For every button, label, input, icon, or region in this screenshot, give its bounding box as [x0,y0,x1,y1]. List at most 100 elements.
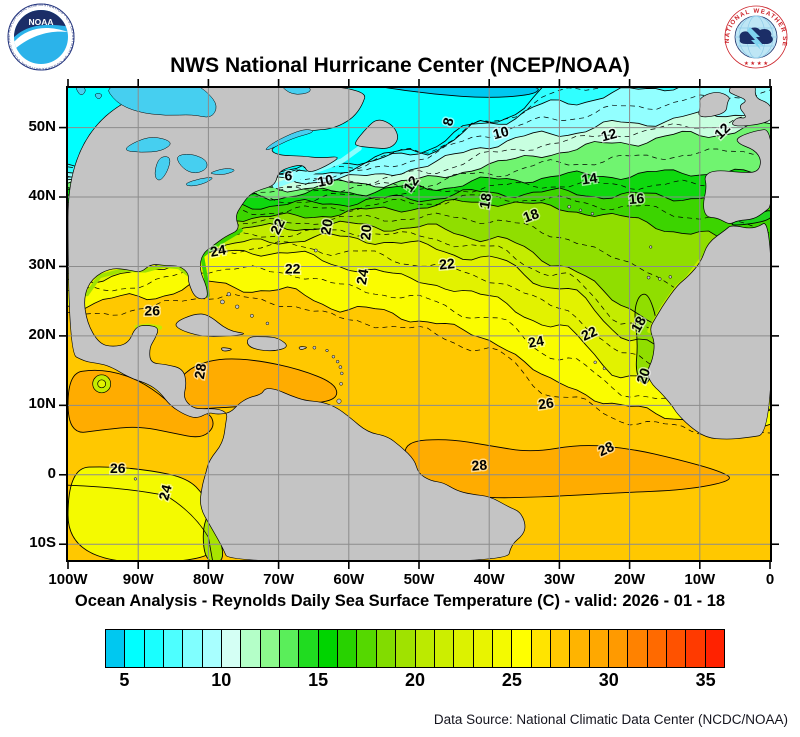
graticule [68,88,770,560]
x-tick-label: 60W [333,571,365,588]
lake-huron [177,154,208,174]
colorbar-cell [454,630,474,667]
island-dot [313,248,318,253]
contour-24-pacific [68,484,213,560]
y-tick-label: 0 [47,464,56,482]
x-tick-label: 0 [765,571,775,588]
landmass-americas [68,88,526,560]
coastal-cool-rim-gulf-shelf [85,263,191,297]
x-tick-label: 20W [614,571,646,588]
colorbar-cell [241,630,261,667]
colorbar-tick-label: 20 [404,670,426,690]
contour-label: 12 [599,125,618,145]
colorbar-tick-label: 15 [308,670,329,690]
y-tick-label: 50N [28,117,56,135]
island-dot [265,321,270,326]
noaa-seagull-icon [14,28,68,48]
contour-label: 18 [521,205,541,225]
coastal-cool-rim-ne-shelf [272,145,362,189]
contour-label: 26 [110,460,126,476]
colorbar-tick-label: 10 [211,670,232,690]
contour-label: 24 [527,332,545,350]
y-tick-label: 10S [29,534,56,552]
island-dot [338,365,343,369]
contour-label: 28 [191,362,209,380]
contour-label: 6 [285,168,293,184]
landmass-cuba [175,313,244,337]
colorbar-tick-label: 5 [119,670,130,690]
island-dot [602,366,606,371]
lake-st-lawrence [265,129,313,151]
lake-superior [126,137,171,153]
colorbar-cell [434,630,455,667]
colorbar-cell [531,630,551,667]
x-tick-label: 40W [473,571,505,588]
sst-region-arctic-coldest-4 [385,88,539,98]
lake-nw-lake-1 [75,88,86,96]
island-dot [668,275,672,279]
nws-stars: ★ ★ ★ ★ [744,60,768,67]
small-islands [133,204,672,481]
lake-erie [185,177,213,187]
warm-eddy-inner [97,379,107,389]
colorbar-cell [260,630,281,667]
noaa-logo: NATIONAL OCEANIC AND ATMOSPHERIC ADMINIS… [6,2,75,71]
colorbar-cell [589,630,609,667]
contour-label: 10 [316,171,335,190]
colorbar-cell [357,630,377,667]
island-dot [658,277,662,281]
colorbar-cell [164,630,184,667]
land-masses [68,88,770,560]
island-dot [226,292,231,297]
nws-logo: NATIONAL WEATHER SERVICE ★ ★ ★ ★ [720,3,788,69]
colorbar-cell [202,630,223,667]
landmass-puerto-rico [298,346,307,350]
colorbar-cell [512,630,532,667]
x-tick-label: 50W [403,571,435,588]
island-dot [335,359,340,364]
island-dot [567,204,571,209]
colorbar-cell [125,630,145,667]
colorbar-cell [570,630,590,667]
island-dot [235,304,240,309]
island-dot [593,360,597,364]
contour-label: 18 [476,192,494,210]
x-tick-label: 10W [684,571,716,588]
landmass-jamaica [221,347,232,352]
landmass-hispaniola [247,336,287,352]
contour-label: 10 [491,123,510,143]
contour-label: 16 [628,190,645,207]
lake-ontario [210,168,235,175]
contour-label: 24 [155,483,175,502]
page-title: NWS National Hurricane Center (NCEP/NOAA… [170,54,630,77]
temperature-colorbar [105,629,725,668]
y-tick-label: 20N [28,325,56,343]
island-dot [578,208,583,212]
lake-michigan [154,156,171,181]
colorbar-cell [396,630,416,667]
colorbar-cell [550,630,571,667]
lake-nw-lake-2 [94,93,102,99]
contour-label: 14 [581,169,599,187]
contour-label: 26 [144,302,160,318]
landmass-france-iberia [703,129,770,224]
island-dot [133,477,137,481]
x-tick-label: 70W [263,571,295,588]
colorbar-cell [299,630,319,667]
nws-lightning-icon [747,27,764,50]
landmass-great-britain [729,88,770,127]
island-dot [325,348,329,353]
island-dot [312,345,317,350]
colorbar-cell [183,630,203,667]
colorbar-cell [473,630,493,667]
island-dot [649,245,653,249]
x-tick-label: 80W [192,571,224,588]
colorbar-cell [705,630,724,667]
contour-label: 22 [285,261,301,277]
island-dot [220,299,225,305]
colorbar-cell [222,630,242,667]
colorbar-tick-label: 35 [695,670,716,690]
island-dot [336,398,342,404]
